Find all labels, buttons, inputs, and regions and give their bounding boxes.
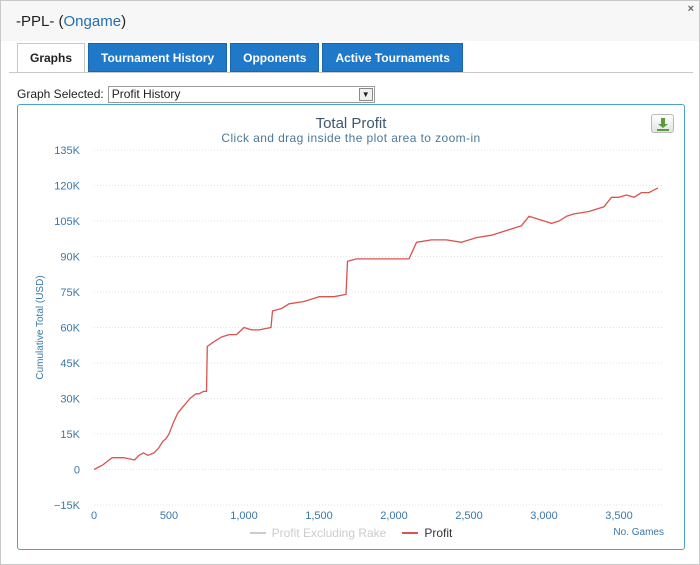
- chart-subtitle: Click and drag inside the plot area to z…: [221, 131, 481, 145]
- y-tick-label: 105K: [54, 216, 80, 228]
- x-tick-label: 1,000: [230, 510, 258, 522]
- y-tick-label: 135K: [54, 145, 80, 157]
- x-tick-label: 1,500: [305, 510, 333, 522]
- x-tick-label: 3,000: [530, 510, 558, 522]
- title-prefix: -PPL- (: [16, 13, 64, 30]
- y-tick-label: 90K: [60, 252, 80, 264]
- network-link[interactable]: Ongame: [63, 13, 122, 30]
- y-tick-label: 45K: [60, 358, 80, 370]
- legend-item-profit[interactable]: Profit: [402, 526, 452, 540]
- graph-select-dropdown[interactable]: Profit History ▼: [107, 85, 375, 103]
- y-axis-title: Cumulative Total (USD): [35, 275, 46, 379]
- legend-swatch: [249, 532, 266, 534]
- legend-label: Profit Excluding Rake: [271, 526, 387, 540]
- profit-chart[interactable]: −15K 0 15K 30K 45K 60K 75K 90K 105K 120K 135K 0 500 1…: [18, 105, 686, 551]
- y-tick-label: 30K: [60, 394, 80, 406]
- x-tick-label: 2,000: [380, 510, 408, 522]
- y-tick-label: 60K: [60, 323, 80, 335]
- chevron-down-icon[interactable]: ▼: [358, 87, 373, 101]
- tab-graphs[interactable]: Graphs: [17, 43, 86, 73]
- download-icon: [657, 118, 669, 131]
- tab-opponents[interactable]: Opponents: [230, 43, 320, 72]
- legend-item-profit-excluding-rake[interactable]: Profit Excluding Rake: [249, 526, 387, 540]
- tab-tournament-history[interactable]: Tournament History: [88, 43, 228, 72]
- graph-select-row: Graph Selected: Profit History ▼: [17, 85, 375, 103]
- x-tick-label: 500: [160, 510, 178, 522]
- window-title: -PPL- (Ongame): [16, 13, 126, 30]
- tab-bar: Graphs Tournament History Opponents Acti…: [17, 43, 463, 73]
- close-icon[interactable]: ×: [687, 3, 694, 15]
- chart-panel: −15K 0 15K 30K 45K 60K 75K 90K 105K 120K 135K 0 500 1…: [17, 104, 685, 550]
- x-tick-label: 0: [91, 510, 97, 522]
- title-suffix: ): [121, 13, 127, 30]
- y-tick-label: 0: [74, 465, 80, 477]
- graph-select-label: Graph Selected:: [17, 87, 104, 101]
- profit-series-line: [93, 187, 659, 471]
- y-tick-label: 75K: [60, 287, 80, 299]
- y-tick-label: 15K: [60, 429, 80, 441]
- chart-legend: Profit Excluding Rake Profit: [18, 526, 684, 540]
- x-tick-label: 3,500: [605, 510, 633, 522]
- graph-select-value: Profit History: [111, 86, 181, 101]
- download-button[interactable]: [651, 114, 674, 133]
- legend-swatch: [402, 532, 419, 534]
- window-header: -PPL- (Ongame) ×: [1, 1, 699, 41]
- chart-title: Total Profit: [315, 115, 387, 132]
- legend-label: Profit: [424, 526, 453, 540]
- x-tick-label: 2,500: [455, 510, 483, 522]
- tab-active-tournaments[interactable]: Active Tournaments: [322, 43, 463, 72]
- x-axis-title: No. Games: [613, 527, 664, 538]
- y-tick-label: 120K: [54, 181, 80, 193]
- y-tick-label: −15K: [54, 500, 81, 512]
- tab-divider: [9, 72, 693, 73]
